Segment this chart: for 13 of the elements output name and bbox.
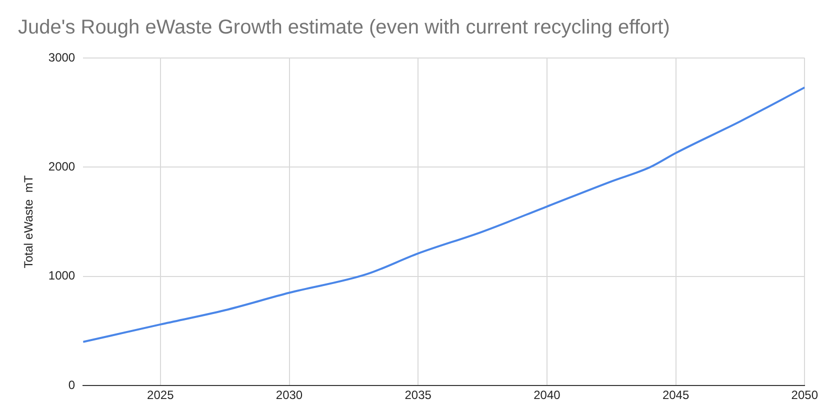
x-tick-label: 2035 — [404, 388, 432, 402]
y-tick-label: 0 — [68, 378, 76, 392]
y-axis-title: Total eWaste mT — [22, 174, 36, 268]
y-tick-label: 3000 — [48, 50, 76, 64]
x-tick-label: 2030 — [276, 388, 303, 402]
x-tick-label: 2025 — [147, 388, 174, 402]
x-tick-label: 2040 — [534, 388, 561, 402]
y-tick-label: 2000 — [48, 160, 76, 174]
line-series — [83, 86, 805, 343]
x-tick-label: 2050 — [791, 388, 818, 402]
x-tick-label: 2045 — [662, 388, 690, 402]
chart-title: Jude's Rough eWaste Growth estimate (even with current recycling effort) — [18, 16, 670, 39]
y-tick-label: 1000 — [48, 268, 76, 283]
